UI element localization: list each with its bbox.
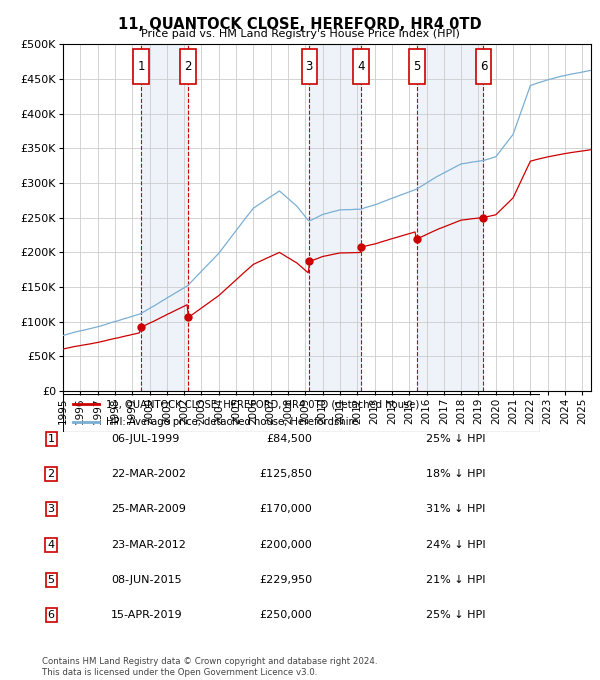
Text: £84,500: £84,500	[266, 434, 312, 443]
Text: 25-MAR-2009: 25-MAR-2009	[111, 505, 186, 514]
Text: 22-MAR-2002: 22-MAR-2002	[111, 469, 186, 479]
Text: 25% ↓ HPI: 25% ↓ HPI	[426, 611, 485, 620]
Text: £250,000: £250,000	[259, 611, 312, 620]
Text: 6: 6	[480, 61, 487, 73]
Text: 2: 2	[184, 61, 192, 73]
Text: 11, QUANTOCK CLOSE, HEREFORD, HR4 0TD: 11, QUANTOCK CLOSE, HEREFORD, HR4 0TD	[118, 17, 482, 32]
FancyBboxPatch shape	[302, 50, 317, 84]
Text: 3: 3	[47, 505, 55, 514]
Text: 2: 2	[47, 469, 55, 479]
FancyBboxPatch shape	[353, 50, 369, 84]
FancyBboxPatch shape	[180, 50, 196, 84]
Text: £200,000: £200,000	[259, 540, 312, 549]
Text: 5: 5	[413, 61, 421, 73]
Text: 08-JUN-2015: 08-JUN-2015	[111, 575, 182, 585]
Bar	[310, 44, 361, 391]
FancyBboxPatch shape	[476, 50, 491, 84]
Text: 4: 4	[47, 540, 55, 549]
Text: 21% ↓ HPI: 21% ↓ HPI	[426, 575, 485, 585]
Text: 6: 6	[47, 611, 55, 620]
Text: 3: 3	[305, 61, 313, 73]
Bar	[417, 44, 484, 391]
Text: 4: 4	[358, 61, 365, 73]
Text: 1: 1	[137, 61, 145, 73]
Text: £125,850: £125,850	[259, 469, 312, 479]
Bar	[141, 44, 188, 391]
FancyBboxPatch shape	[409, 50, 425, 84]
Text: 15-APR-2019: 15-APR-2019	[111, 611, 182, 620]
Text: 11, QUANTOCK CLOSE, HEREFORD, HR4 0TD (detached house): 11, QUANTOCK CLOSE, HEREFORD, HR4 0TD (d…	[106, 399, 419, 409]
FancyBboxPatch shape	[133, 50, 149, 84]
Text: 5: 5	[47, 575, 55, 585]
Text: £229,950: £229,950	[259, 575, 312, 585]
Text: Price paid vs. HM Land Registry's House Price Index (HPI): Price paid vs. HM Land Registry's House …	[140, 29, 460, 39]
Text: £170,000: £170,000	[259, 505, 312, 514]
Text: 25% ↓ HPI: 25% ↓ HPI	[426, 434, 485, 443]
Text: 06-JUL-1999: 06-JUL-1999	[111, 434, 179, 443]
Text: 1: 1	[47, 434, 55, 443]
Text: 24% ↓ HPI: 24% ↓ HPI	[426, 540, 485, 549]
Text: 23-MAR-2012: 23-MAR-2012	[111, 540, 186, 549]
Text: Contains HM Land Registry data © Crown copyright and database right 2024.
This d: Contains HM Land Registry data © Crown c…	[42, 657, 377, 677]
Text: HPI: Average price, detached house, Herefordshire: HPI: Average price, detached house, Here…	[106, 418, 358, 428]
Text: 18% ↓ HPI: 18% ↓ HPI	[426, 469, 485, 479]
Text: 31% ↓ HPI: 31% ↓ HPI	[426, 505, 485, 514]
